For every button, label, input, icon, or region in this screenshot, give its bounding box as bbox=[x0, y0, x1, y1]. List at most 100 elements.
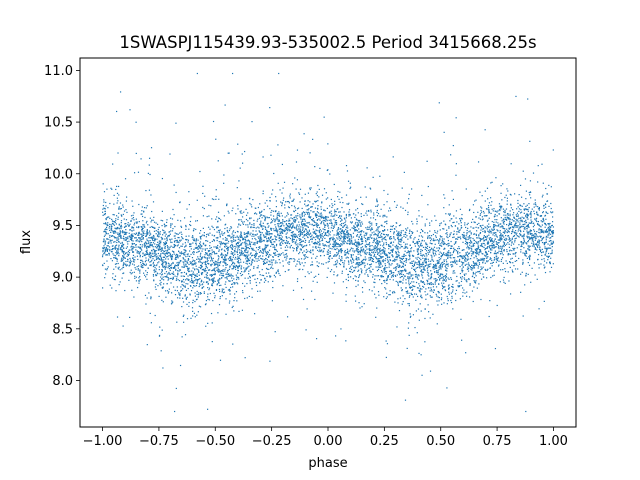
data-point bbox=[201, 263, 204, 265]
data-point bbox=[124, 178, 127, 180]
data-point bbox=[399, 276, 401, 279]
data-point bbox=[451, 295, 453, 297]
data-point bbox=[293, 198, 295, 200]
data-point bbox=[454, 262, 456, 264]
data-point bbox=[416, 262, 418, 264]
data-point bbox=[133, 261, 135, 263]
data-point bbox=[390, 270, 392, 272]
data-point bbox=[405, 254, 407, 257]
data-point bbox=[225, 281, 227, 283]
data-point bbox=[299, 233, 301, 235]
data-point bbox=[498, 246, 500, 248]
data-point bbox=[437, 290, 439, 293]
data-point bbox=[365, 241, 367, 243]
data-point bbox=[329, 237, 331, 240]
data-point bbox=[181, 266, 183, 268]
data-point bbox=[219, 242, 221, 244]
data-point bbox=[174, 245, 176, 247]
data-point bbox=[551, 224, 553, 227]
data-point bbox=[372, 273, 374, 276]
data-point bbox=[307, 250, 309, 252]
data-point bbox=[216, 246, 218, 248]
data-point bbox=[489, 248, 491, 250]
data-point bbox=[125, 196, 128, 198]
data-point bbox=[370, 228, 372, 230]
data-point bbox=[233, 239, 235, 241]
data-point bbox=[115, 237, 117, 239]
data-point bbox=[293, 241, 295, 243]
data-point bbox=[253, 266, 255, 268]
data-point bbox=[240, 233, 242, 235]
data-point bbox=[520, 241, 522, 243]
data-point bbox=[131, 218, 133, 220]
data-point bbox=[468, 209, 471, 212]
data-point bbox=[201, 245, 203, 247]
data-point bbox=[260, 211, 263, 213]
data-point bbox=[132, 251, 135, 253]
data-point bbox=[308, 229, 311, 231]
data-point bbox=[218, 262, 220, 264]
data-point bbox=[437, 261, 439, 263]
data-point bbox=[455, 280, 457, 282]
data-point bbox=[354, 223, 356, 225]
data-point bbox=[310, 187, 312, 189]
data-point bbox=[538, 308, 540, 310]
data-point bbox=[189, 243, 191, 245]
data-point bbox=[403, 255, 405, 257]
data-point bbox=[284, 249, 286, 252]
data-point bbox=[375, 238, 377, 240]
data-point bbox=[466, 243, 468, 245]
data-point bbox=[393, 236, 395, 238]
data-point bbox=[361, 230, 363, 232]
data-point bbox=[439, 223, 441, 225]
data-point bbox=[373, 253, 376, 255]
data-point bbox=[262, 156, 264, 158]
data-point bbox=[163, 242, 165, 244]
data-point bbox=[293, 210, 295, 212]
data-point bbox=[196, 282, 198, 284]
data-point bbox=[451, 297, 453, 299]
data-point bbox=[422, 246, 425, 249]
data-point bbox=[281, 163, 284, 166]
data-point bbox=[160, 236, 162, 238]
data-point bbox=[168, 288, 170, 290]
data-point bbox=[141, 240, 143, 243]
data-point bbox=[138, 220, 140, 223]
data-point bbox=[335, 223, 338, 226]
data-point bbox=[512, 235, 515, 238]
data-point bbox=[540, 231, 542, 233]
data-point bbox=[321, 214, 323, 216]
data-point bbox=[534, 239, 536, 241]
data-point bbox=[438, 239, 440, 242]
data-point bbox=[541, 258, 543, 261]
data-point bbox=[220, 219, 222, 221]
data-point bbox=[487, 206, 490, 209]
data-point bbox=[388, 294, 390, 296]
data-point bbox=[192, 259, 194, 261]
data-point bbox=[459, 208, 462, 210]
data-point bbox=[470, 266, 472, 269]
data-point bbox=[232, 231, 234, 233]
data-point bbox=[187, 279, 189, 281]
data-point bbox=[460, 284, 462, 287]
data-point bbox=[270, 218, 273, 220]
data-point bbox=[422, 281, 424, 283]
data-point bbox=[282, 220, 284, 222]
data-point bbox=[266, 262, 268, 264]
data-point bbox=[116, 260, 118, 262]
data-point bbox=[103, 222, 105, 225]
data-point bbox=[261, 240, 263, 242]
data-point bbox=[291, 222, 293, 224]
data-point bbox=[201, 262, 203, 264]
data-point bbox=[194, 300, 196, 303]
data-point bbox=[267, 217, 269, 219]
data-point bbox=[496, 252, 498, 254]
data-point bbox=[323, 188, 326, 190]
data-point bbox=[221, 291, 223, 293]
data-point bbox=[354, 241, 357, 243]
data-point bbox=[211, 279, 214, 281]
data-point bbox=[272, 246, 274, 248]
data-point bbox=[163, 259, 165, 261]
data-point bbox=[516, 260, 518, 262]
data-point bbox=[381, 276, 383, 278]
